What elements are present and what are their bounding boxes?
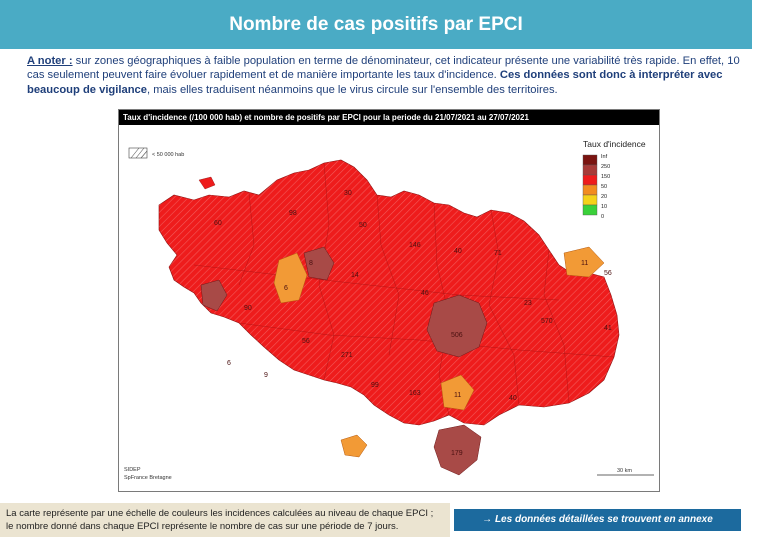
epci-label: 30 xyxy=(344,190,352,197)
epci-label: 23 xyxy=(524,300,532,307)
epci-label: 6 xyxy=(227,360,231,367)
page-header: Nombre de cas positifs par EPCI xyxy=(0,0,752,49)
footer-explanation: La carte représente par une échelle de c… xyxy=(0,503,450,537)
warning-note: A noter : sur zones géographiques à faib… xyxy=(27,54,752,97)
legend-label: 50 xyxy=(601,184,607,190)
epci-label: 56 xyxy=(604,270,612,277)
epci-label: 46 xyxy=(421,290,429,297)
legend-label: Inf xyxy=(601,154,608,160)
hatch-legend-swatch xyxy=(128,147,148,159)
map-source-2: SpFrance Bretagne xyxy=(124,475,172,481)
scale-label: 30 km xyxy=(617,468,632,474)
epci-labels: 60 98 30 50 146 40 71 11 56 8 6 14 90 46… xyxy=(214,190,612,457)
epci-label: 163 xyxy=(409,390,421,397)
island-belle-ile xyxy=(340,434,368,458)
page-title: Nombre de cas positifs par EPCI xyxy=(229,14,523,35)
epci-label: 271 xyxy=(341,352,353,359)
footer-line-1: La carte représente par une échelle de c… xyxy=(6,508,434,519)
epci-label: 179 xyxy=(451,450,463,457)
hatch-legend-label: < 50 000 hab xyxy=(152,152,184,158)
epci-label: 56 xyxy=(302,338,310,345)
legend-swatch xyxy=(582,184,598,196)
epci-label: 98 xyxy=(289,210,297,217)
note-text-2: , mais elles traduisent néanmoins que le… xyxy=(147,83,558,96)
epci-label: 99 xyxy=(371,382,379,389)
epci-label: 146 xyxy=(409,242,421,249)
zone-low-east xyxy=(563,246,605,278)
epci-label: 40 xyxy=(509,395,517,402)
annex-button-label: → Les données détaillées se trouvent en … xyxy=(482,514,713,525)
incidence-map: Taux d'incidence (/100 000 hab) et nombr… xyxy=(118,109,660,492)
legend-label: 10 xyxy=(601,204,607,210)
annex-button[interactable]: → Les données détaillées se trouvent en … xyxy=(454,509,741,531)
epci-label: 40 xyxy=(454,248,462,255)
map-title: Taux d'incidence (/100 000 hab) et nombr… xyxy=(119,110,659,125)
zone-low-south xyxy=(440,374,475,411)
legend: Inf 250 150 50 20 10 0 xyxy=(582,154,610,220)
legend-label: 0 xyxy=(601,214,604,220)
island-north-west xyxy=(198,176,216,190)
map-source: SIDEP xyxy=(124,467,141,473)
epci-label: 14 xyxy=(351,272,359,279)
epci-label: 8 xyxy=(309,260,313,267)
legend-label: 250 xyxy=(601,164,610,170)
epci-label: 41 xyxy=(604,325,612,332)
epci-label: 71 xyxy=(494,250,502,257)
epci-label: 506 xyxy=(451,332,463,339)
legend-swatch xyxy=(582,194,598,206)
footer-line-2: le nombre donné dans chaque EPCI représe… xyxy=(6,521,399,532)
zone-high-centre xyxy=(426,294,488,358)
epci-label: 60 xyxy=(214,220,222,227)
legend-title: Taux d'incidence xyxy=(583,139,646,149)
epci-label: 570 xyxy=(541,318,553,325)
legend-swatch xyxy=(582,164,598,176)
hatch-legend-lines xyxy=(130,147,148,159)
legend-label: 150 xyxy=(601,174,610,180)
legend-swatch xyxy=(582,154,598,166)
note-text-1: sur zones géographiques à faible populat… xyxy=(27,55,740,82)
epci-label: 11 xyxy=(581,260,588,267)
epci-label: 90 xyxy=(244,305,252,312)
legend-swatch xyxy=(582,174,598,186)
legend-swatch xyxy=(582,204,598,216)
zone-high-north xyxy=(303,246,335,281)
epci-label: 11 xyxy=(454,392,461,399)
epci-label: 9 xyxy=(264,372,268,379)
zone-high-west xyxy=(200,279,228,312)
hatch-overlay xyxy=(159,160,619,425)
note-highlight: Ces données sont donc à interpréter avec… xyxy=(27,69,723,96)
epci-label: 50 xyxy=(359,222,367,229)
legend-label: 20 xyxy=(601,194,607,200)
island-noirmoutier-area xyxy=(433,424,482,476)
note-lead: A noter : xyxy=(27,55,73,67)
epci-label: 6 xyxy=(284,285,288,292)
map-canvas: < 50 000 hab 60 98 3 xyxy=(124,139,654,481)
zone-low-centre-west xyxy=(273,252,308,304)
